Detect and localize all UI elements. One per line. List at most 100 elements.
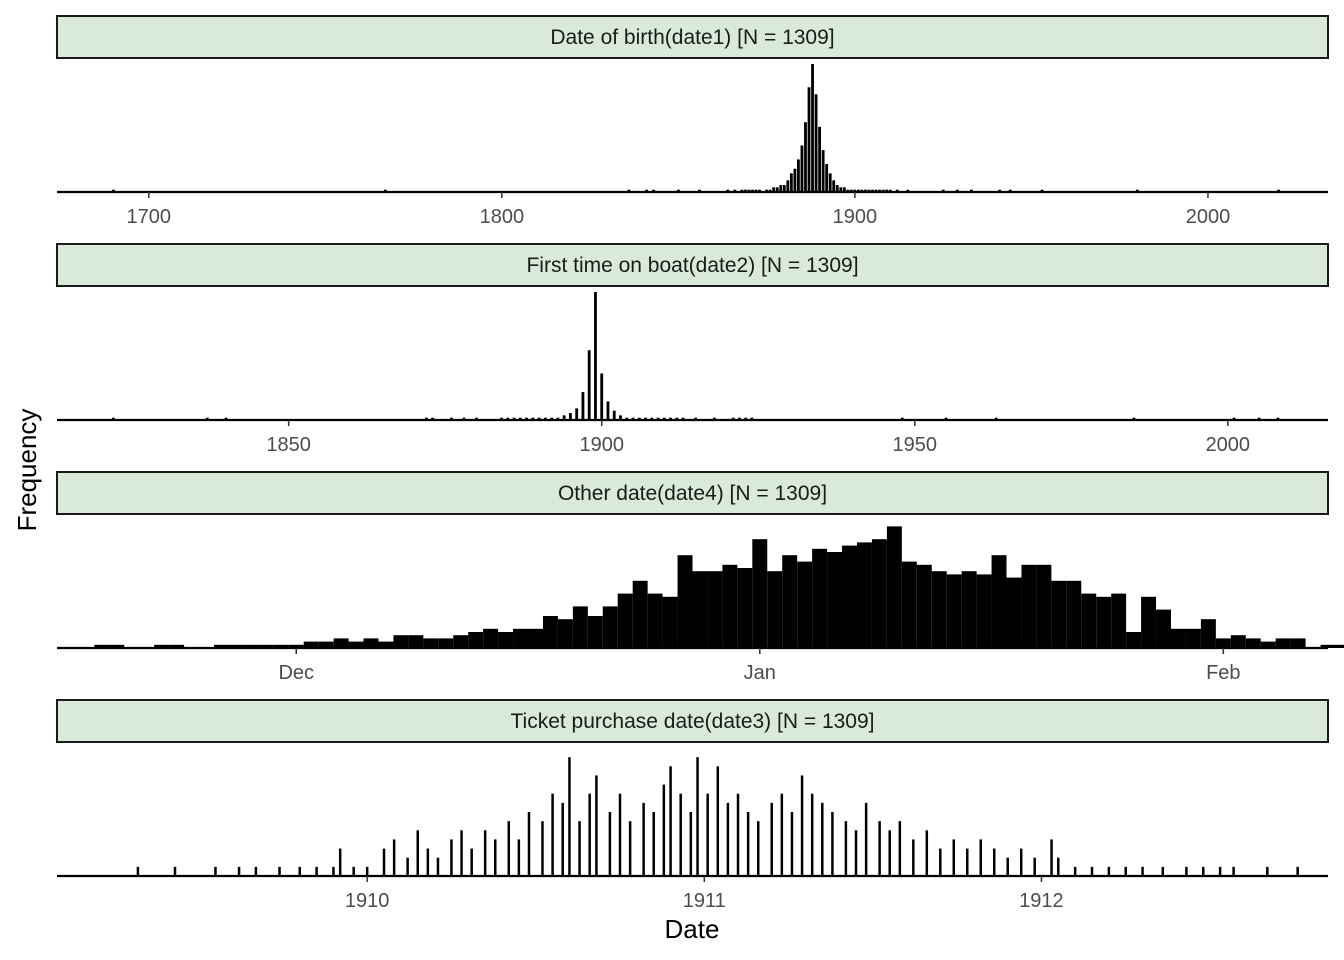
histogram-bar bbox=[746, 812, 750, 876]
histogram-bar bbox=[1126, 632, 1142, 648]
histogram-bar bbox=[1141, 596, 1157, 648]
histogram-bar bbox=[483, 830, 487, 876]
histogram-bar bbox=[393, 635, 409, 648]
histogram-bar bbox=[854, 830, 858, 876]
histogram-bar bbox=[871, 189, 874, 192]
histogram-bar bbox=[436, 857, 440, 876]
histogram-bar bbox=[842, 187, 846, 192]
histogram-bar bbox=[1276, 417, 1280, 420]
histogram-bar bbox=[835, 185, 839, 192]
histogram-bar bbox=[998, 189, 1002, 192]
histogram-bar bbox=[568, 757, 571, 876]
histogram-bar bbox=[424, 417, 428, 420]
histogram-bar bbox=[871, 539, 887, 648]
histogram-bar bbox=[738, 417, 741, 420]
histogram-bar bbox=[804, 122, 807, 192]
histogram-bar bbox=[315, 866, 318, 876]
histogram-bar bbox=[475, 417, 478, 420]
histogram-bar bbox=[898, 821, 902, 876]
histogram-bar bbox=[1057, 857, 1060, 876]
histogram-bar bbox=[677, 555, 693, 648]
histogram-bar bbox=[513, 628, 529, 648]
histogram-bar bbox=[842, 545, 857, 648]
histogram-bar bbox=[751, 189, 754, 192]
histogram-bar bbox=[669, 766, 672, 876]
histogram-bar bbox=[453, 635, 469, 648]
x-tick-label: 1900 bbox=[579, 434, 624, 456]
histogram-bar bbox=[254, 866, 258, 876]
histogram-bar bbox=[528, 628, 543, 648]
x-tick-label: 1950 bbox=[893, 434, 938, 456]
histogram-bar bbox=[537, 417, 541, 420]
histogram-bar bbox=[793, 168, 797, 192]
histogram-bar bbox=[888, 830, 891, 876]
histogram-bar bbox=[1185, 866, 1188, 876]
histogram-bar bbox=[789, 173, 793, 192]
histogram-bar bbox=[1320, 644, 1336, 648]
histogram-bar bbox=[765, 189, 769, 192]
histogram-bar bbox=[696, 757, 699, 876]
histogram-bar bbox=[1021, 564, 1037, 648]
histogram-bar bbox=[800, 145, 804, 192]
x-tick-label: 2000 bbox=[1206, 434, 1251, 456]
facet-panel: First time on boat(date2) [N = 1309] 1850… bbox=[56, 243, 1329, 456]
histogram-bar bbox=[827, 552, 843, 648]
histogram-bar bbox=[1050, 839, 1053, 876]
histogram-bar bbox=[647, 593, 663, 648]
histogram-bar bbox=[689, 812, 693, 876]
histogram-bar bbox=[706, 793, 709, 876]
histogram-bar bbox=[737, 568, 753, 648]
x-axis-title: Date bbox=[665, 914, 720, 944]
facet-title: Date of birth(date1) [N = 1309] bbox=[550, 26, 834, 49]
histogram-bar bbox=[136, 866, 140, 876]
histogram-bar bbox=[786, 180, 790, 192]
histogram-bar bbox=[821, 150, 825, 192]
histogram-bar bbox=[154, 644, 170, 648]
histogram-bar bbox=[912, 839, 915, 876]
facet-strip bbox=[56, 15, 1329, 59]
histogram-bar bbox=[543, 417, 547, 420]
histogram-bar bbox=[406, 857, 409, 876]
histogram-bar bbox=[856, 542, 872, 648]
histogram-bar bbox=[782, 555, 798, 648]
histogram-bar bbox=[767, 571, 783, 648]
histogram-bar bbox=[338, 848, 342, 876]
histogram-bar bbox=[800, 775, 804, 876]
histogram-bar bbox=[1141, 866, 1144, 876]
facet-strip bbox=[56, 243, 1329, 287]
histogram-bar bbox=[832, 180, 836, 192]
histogram-bar bbox=[416, 830, 419, 876]
histogram-bar bbox=[992, 848, 996, 876]
histogram-bar bbox=[726, 189, 730, 192]
histogram-bar bbox=[541, 821, 544, 876]
histogram-bar bbox=[483, 628, 499, 648]
histogram-bar bbox=[303, 641, 319, 648]
histogram-bar bbox=[955, 189, 959, 192]
histogram-bar bbox=[752, 539, 768, 648]
histogram-bar bbox=[775, 187, 779, 192]
histogram-bar bbox=[994, 417, 998, 420]
histogram-bar bbox=[900, 417, 904, 420]
histogram-bar bbox=[109, 644, 125, 648]
histogram-bar bbox=[205, 417, 209, 420]
histogram-bar bbox=[1111, 593, 1127, 648]
histogram-bar bbox=[423, 638, 439, 648]
facet-title: First time on boat(date2) [N = 1309] bbox=[526, 254, 858, 277]
facet-panel: Ticket purchase date(date3) [N = 1309] 19… bbox=[56, 699, 1329, 912]
histogram-bar bbox=[237, 866, 241, 876]
histogram-bar bbox=[707, 571, 723, 648]
histogram-bar bbox=[979, 839, 983, 876]
histogram-bar bbox=[754, 189, 758, 192]
histogram-bar bbox=[925, 830, 929, 876]
histogram-bar bbox=[1215, 638, 1231, 648]
histogram-bar bbox=[1275, 638, 1291, 648]
histogram-bar bbox=[807, 87, 811, 192]
histogram-bar bbox=[825, 164, 829, 192]
histogram-bar bbox=[652, 189, 656, 192]
histogram-bar bbox=[916, 564, 932, 648]
histogram-bar bbox=[740, 189, 744, 192]
histogram-bar bbox=[676, 189, 680, 192]
histogram-bar bbox=[556, 417, 560, 420]
histogram-bar bbox=[468, 632, 484, 648]
